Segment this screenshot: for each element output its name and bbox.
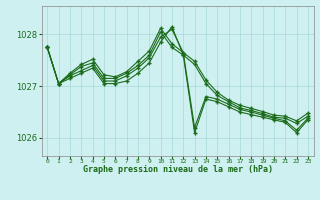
X-axis label: Graphe pression niveau de la mer (hPa): Graphe pression niveau de la mer (hPa) xyxy=(83,165,273,174)
